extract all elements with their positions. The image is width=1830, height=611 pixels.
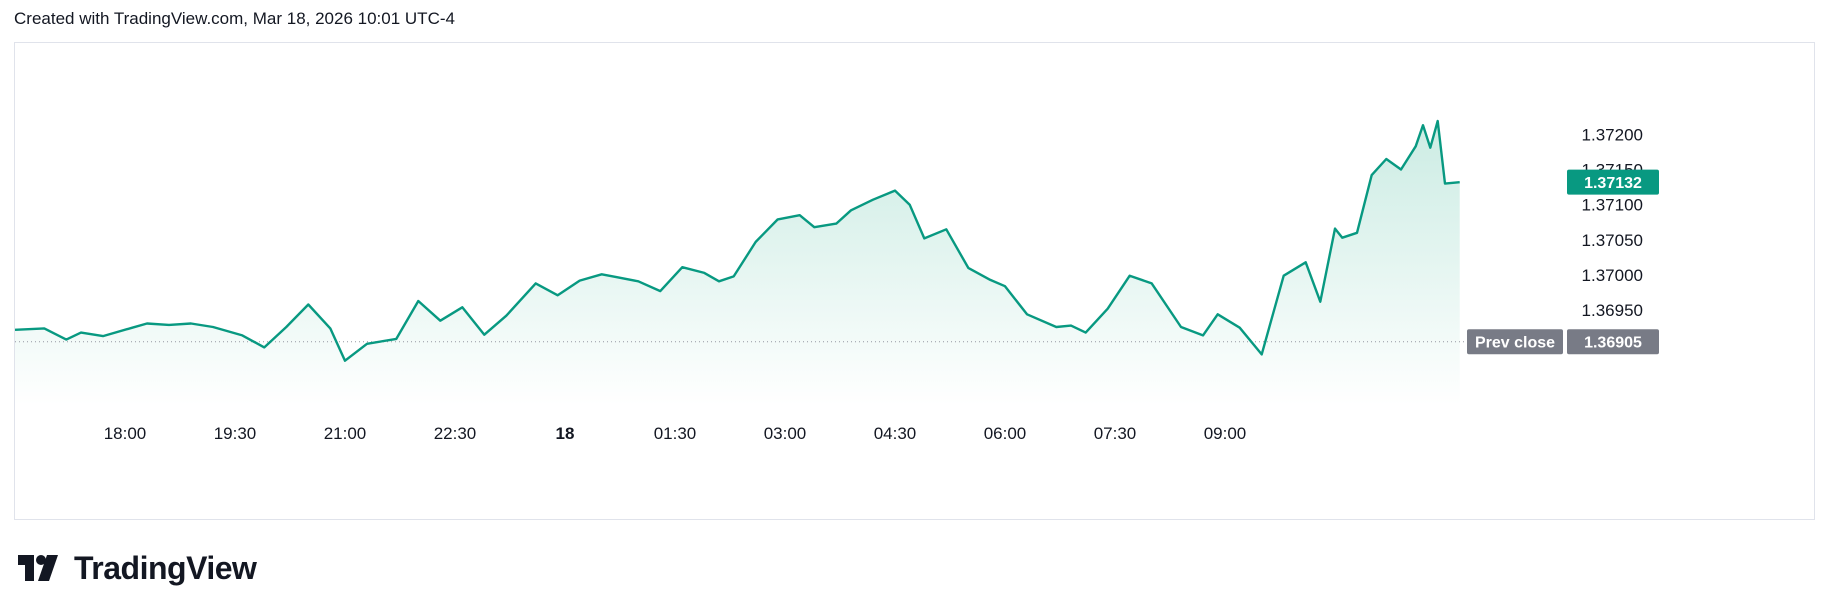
prev-close-value-bg (1567, 329, 1659, 355)
x-tick-label: 19:30 (214, 424, 257, 443)
last-price-bg (1567, 169, 1659, 195)
y-tick-label: 1.37100 (1582, 196, 1643, 215)
x-tick-label: 09:00 (1204, 424, 1247, 443)
prev-close-value: 1.36905 (1584, 335, 1642, 352)
x-tick-label: 18 (556, 424, 575, 443)
prev-close-label-bg (1467, 329, 1563, 355)
x-axis-labels: 18:00 19:30 21:00 22:30 18 01:30 03:00 04:30 06:… (104, 424, 1247, 443)
prev-close-badge: Prev close 1.36905 (1467, 329, 1659, 355)
x-tick-label: 22:30 (434, 424, 477, 443)
y-tick-label: 1.37050 (1582, 231, 1643, 250)
price-area-fill (15, 121, 1460, 405)
tradingview-logo-icon (18, 555, 58, 581)
x-tick-label: 01:30 (654, 424, 697, 443)
y-tick-label: 1.37000 (1582, 266, 1643, 285)
x-tick-label: 03:00 (764, 424, 807, 443)
chart-frame[interactable]: 18:00 19:30 21:00 22:30 18 01:30 03:00 04:30 06:… (14, 42, 1815, 520)
x-tick-label: 21:00 (324, 424, 367, 443)
tradingview-logo-text: TradingView (74, 549, 257, 586)
last-price-badge: 1.37132 (1567, 169, 1659, 195)
price-line-series (15, 119, 1460, 362)
x-tick-label: 18:00 (104, 424, 147, 443)
x-tick-label: 07:30 (1094, 424, 1137, 443)
y-tick-label: 1.36950 (1582, 301, 1643, 320)
x-tick-label: 04:30 (874, 424, 917, 443)
y-tick-label: 1.37200 (1582, 125, 1643, 144)
prev-close-label: Prev close (1475, 335, 1555, 352)
created-with-text: Created with TradingView.com, Mar 18, 20… (14, 9, 455, 28)
price-chart[interactable]: 18:00 19:30 21:00 22:30 18 01:30 03:00 04:30 06:… (15, 43, 1814, 519)
x-tick-label: 06:00 (984, 424, 1027, 443)
y-axis-labels: 1.372001.371501.371001.370501.370001.369… (1582, 125, 1643, 320)
last-price-label: 1.37132 (1584, 175, 1642, 192)
tradingview-logo[interactable]: TradingView (18, 548, 257, 588)
